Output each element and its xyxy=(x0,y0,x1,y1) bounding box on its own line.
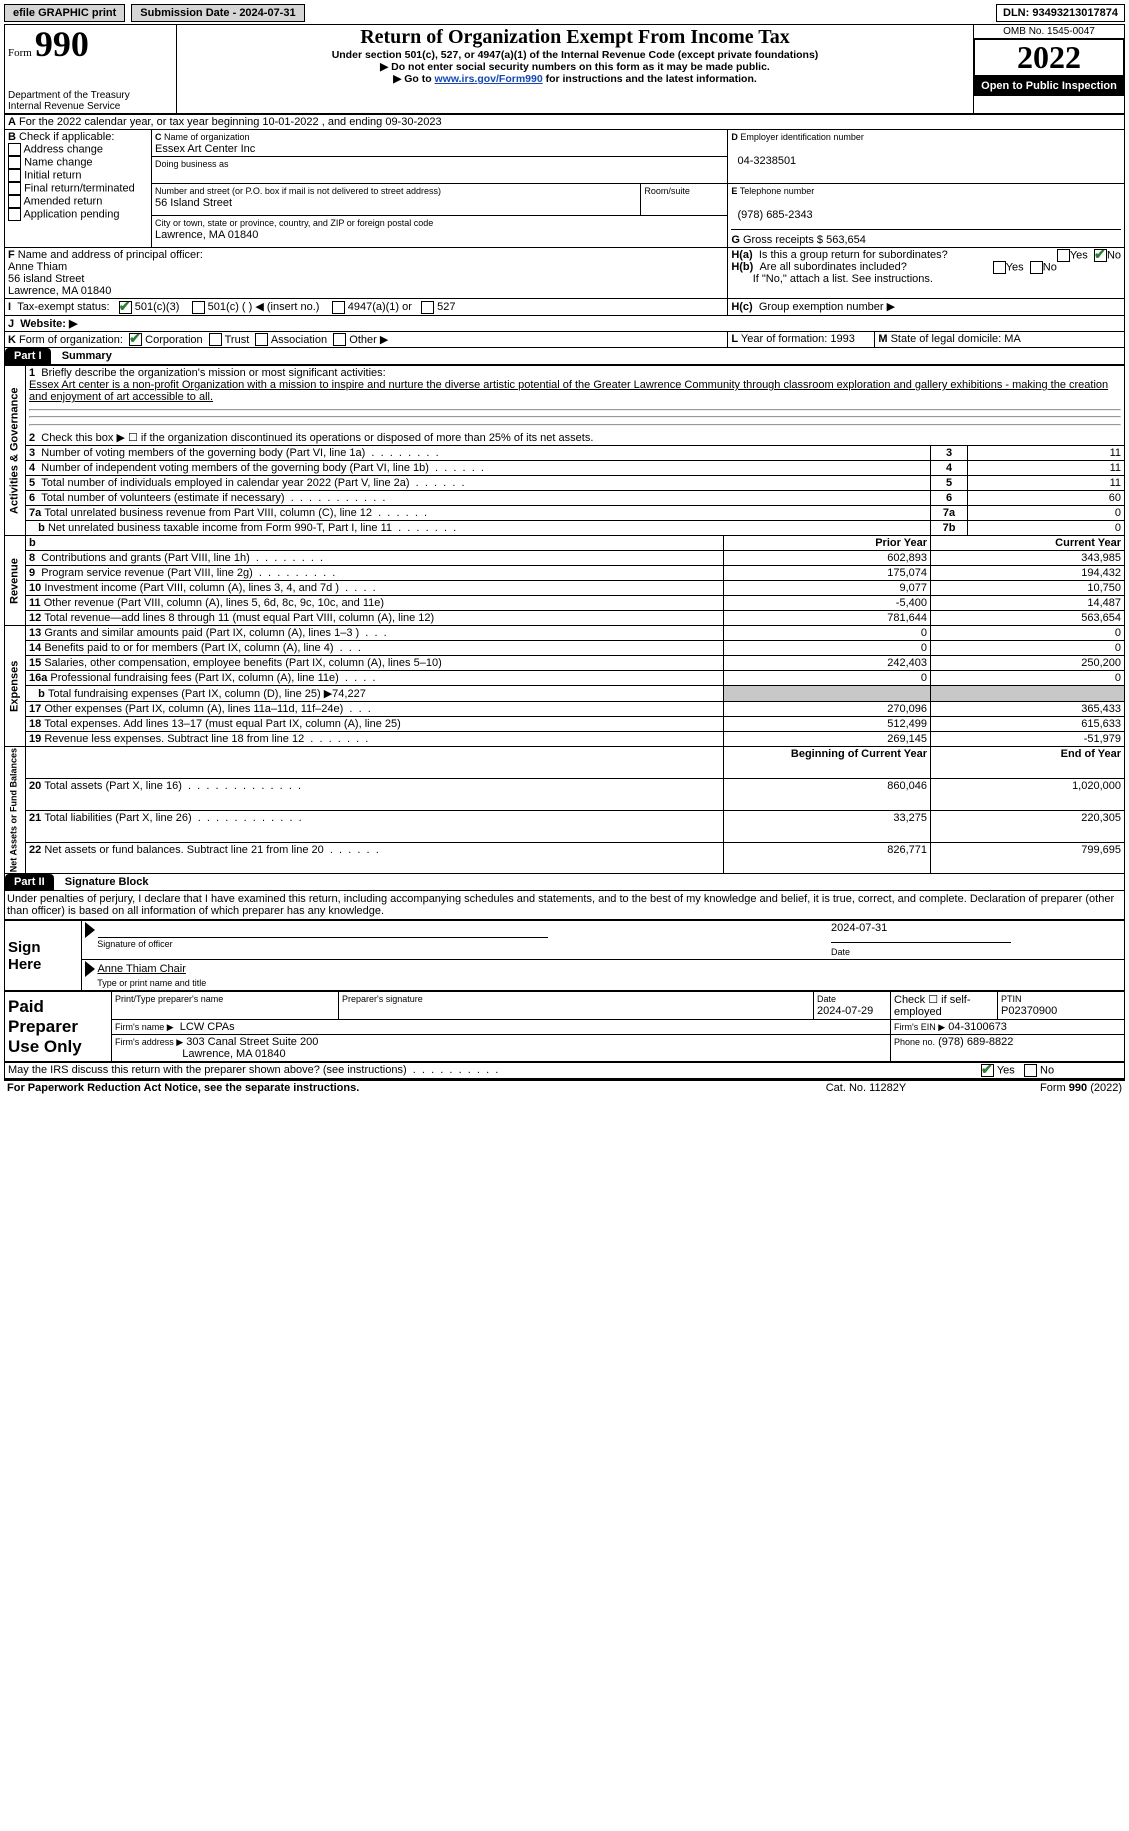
side-nab: Net Assets or Fund Balances xyxy=(5,747,26,874)
firm-name: LCW CPAs xyxy=(180,1021,235,1033)
signature-table: Sign Here Signature of officer 2024-07-3… xyxy=(4,920,1125,991)
phone-value: (978) 685-2343 xyxy=(737,209,812,221)
irs-label: Internal Revenue Service xyxy=(8,101,173,112)
side-ag: Activities & Governance xyxy=(5,366,26,536)
chk-ha-yes[interactable] xyxy=(1057,249,1070,262)
form-subtitle-1: Under section 501(c), 527, or 4947(a)(1)… xyxy=(180,49,970,61)
officer-printed-name: Anne Thiam Chair xyxy=(97,963,185,975)
chk-final-return[interactable] xyxy=(8,182,21,195)
sign-arrow-icon xyxy=(85,922,95,938)
dln-label: DLN: 93493213017874 xyxy=(996,4,1125,22)
preparer-table: Paid Preparer Use Only Print/Type prepar… xyxy=(4,991,1125,1062)
mission-text: Essex Art center is a non-profit Organiz… xyxy=(29,379,1108,403)
part2-header: Part II xyxy=(5,874,54,890)
preparer-date: 2024-07-29 xyxy=(817,1005,873,1017)
part1-title: Summary xyxy=(54,350,112,362)
part1-table: Activities & Governance 1 Briefly descri… xyxy=(4,365,1125,874)
chk-ha-no[interactable] xyxy=(1094,249,1107,262)
gross-receipts: 563,654 xyxy=(826,234,866,246)
year-formation: 1993 xyxy=(830,333,854,345)
sign-arrow-icon-2 xyxy=(85,961,95,977)
chk-amended-return[interactable] xyxy=(8,195,21,208)
form-page: Form 990 (2022) xyxy=(969,1080,1125,1095)
chk-discuss-yes[interactable] xyxy=(981,1064,994,1077)
footer-table: May the IRS discuss this return with the… xyxy=(4,1062,1125,1079)
part1-header: Part I xyxy=(5,348,51,364)
chk-hb-no[interactable] xyxy=(1030,261,1043,274)
chk-application-pending[interactable] xyxy=(8,208,21,221)
ein-value: 04-3238501 xyxy=(737,155,796,167)
chk-hb-yes[interactable] xyxy=(993,261,1006,274)
omb-label: OMB No. 1545-0047 xyxy=(974,25,1124,39)
form-subtitle-2: ▶ Do not enter social security numbers o… xyxy=(180,61,970,73)
chk-other[interactable] xyxy=(333,333,346,346)
state-domicile: MA xyxy=(1004,333,1021,345)
org-name: Essex Art Center Inc xyxy=(155,143,255,155)
officer-name: Anne Thiam xyxy=(8,261,67,273)
chk-discuss-no[interactable] xyxy=(1024,1064,1037,1077)
side-rev: Revenue xyxy=(5,536,26,626)
city-value: Lawrence, MA 01840 xyxy=(155,229,258,241)
cat-no: Cat. No. 11282Y xyxy=(763,1080,969,1095)
form-number: 990 xyxy=(35,24,89,64)
form-header: Form 990 Department of the Treasury Inte… xyxy=(4,24,1125,114)
efile-print-button[interactable]: efile GRAPHIC print xyxy=(4,4,125,22)
chk-trust[interactable] xyxy=(209,333,222,346)
dept-label: Department of the Treasury xyxy=(8,90,173,101)
firm-phone: (978) 689-8822 xyxy=(938,1036,1013,1048)
form-word: Form xyxy=(8,47,32,59)
form-title: Return of Organization Exempt From Incom… xyxy=(180,26,970,49)
chk-501c3[interactable] xyxy=(119,301,132,314)
open-inspection: Open to Public Inspection xyxy=(974,76,1124,96)
sign-date: 2024-07-31 xyxy=(831,922,887,934)
chk-527[interactable] xyxy=(421,301,434,314)
chk-name-change[interactable] xyxy=(8,156,21,169)
chk-initial-return[interactable] xyxy=(8,169,21,182)
paid-preparer-label: Paid Preparer Use Only xyxy=(5,992,112,1062)
chk-assoc[interactable] xyxy=(255,333,268,346)
submission-date-button[interactable]: Submission Date - 2024-07-31 xyxy=(131,4,304,22)
b-label: Check if applicable: xyxy=(19,131,114,143)
street-value: 56 Island Street xyxy=(155,197,232,209)
ptin-value: P02370900 xyxy=(1001,1005,1057,1017)
chk-4947[interactable] xyxy=(332,301,345,314)
entity-info: A For the 2022 calendar year, or tax yea… xyxy=(4,114,1125,348)
chk-corp[interactable] xyxy=(129,333,142,346)
sign-here-label: Sign Here xyxy=(5,921,82,991)
irs-link[interactable]: www.irs.gov/Form990 xyxy=(435,73,543,85)
part2-title: Signature Block xyxy=(57,876,149,888)
side-exp: Expenses xyxy=(5,626,26,747)
form-subtitle-3: ▶ Go to www.irs.gov/Form990 for instruct… xyxy=(180,73,970,85)
chk-address-change[interactable] xyxy=(8,143,21,156)
paperwork-notice: For Paperwork Reduction Act Notice, see … xyxy=(7,1082,359,1094)
tax-year: 2022 xyxy=(974,39,1124,76)
top-toolbar: efile GRAPHIC print Submission Date - 20… xyxy=(4,4,1125,22)
line-a: A For the 2022 calendar year, or tax yea… xyxy=(5,115,1125,130)
declaration-text: Under penalties of perjury, I declare th… xyxy=(4,891,1125,920)
chk-501c[interactable] xyxy=(192,301,205,314)
firm-addr1: 303 Canal Street Suite 200 xyxy=(186,1036,318,1048)
firm-ein: 04-3100673 xyxy=(948,1021,1007,1033)
